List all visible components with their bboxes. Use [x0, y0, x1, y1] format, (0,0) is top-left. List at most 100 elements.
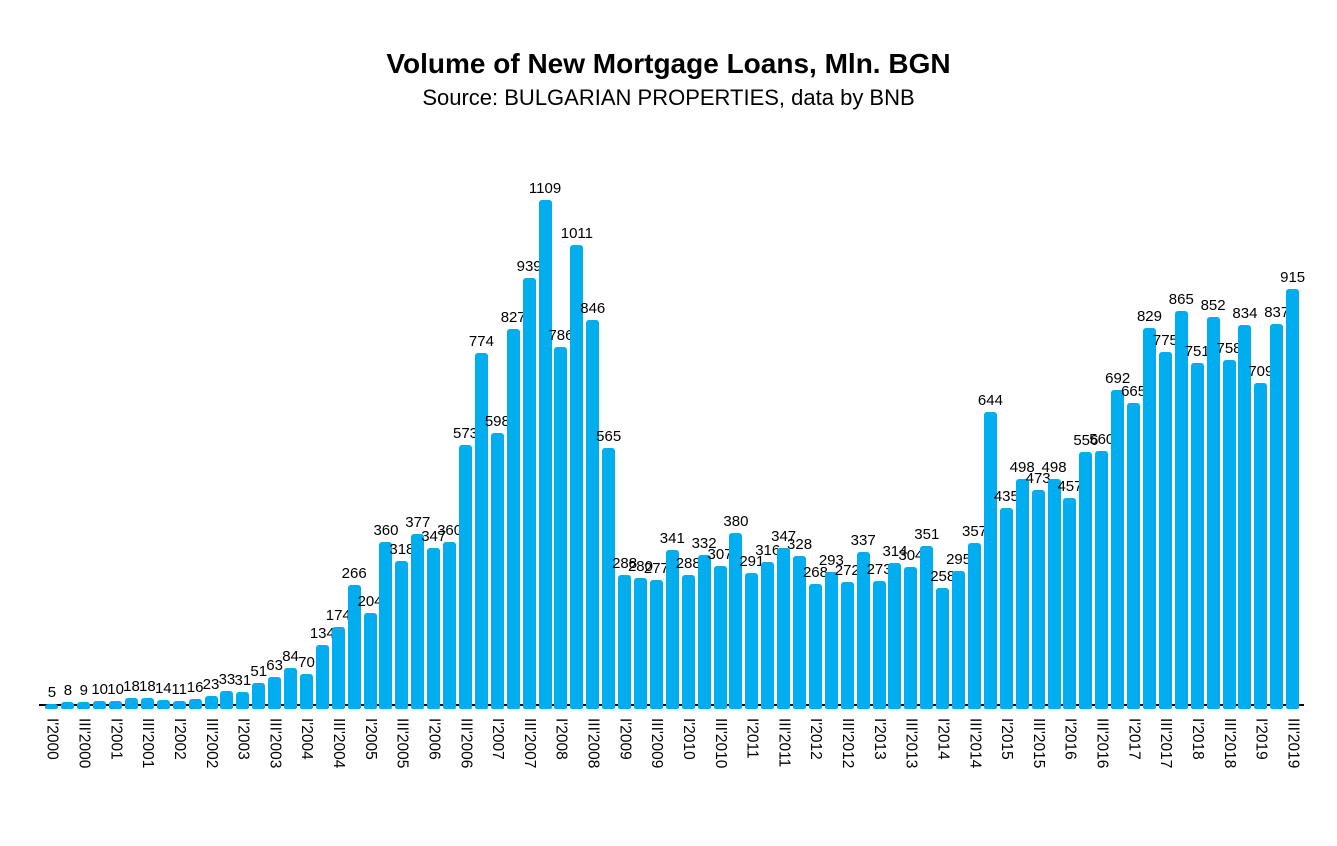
x-tick-label: III'2003	[266, 718, 284, 769]
bar-slot: 473 III'2015	[1026, 200, 1051, 768]
x-tick-label: III'2011	[775, 718, 793, 768]
bar	[729, 532, 743, 709]
bar-slot: 915 III'2019	[1280, 200, 1305, 769]
x-tick-label: III'2008	[584, 718, 602, 769]
bar-slot: 692	[1105, 200, 1130, 709]
bar	[793, 556, 807, 709]
bar	[443, 541, 457, 709]
bar	[1095, 450, 1109, 709]
bar	[124, 697, 138, 709]
bar	[808, 583, 822, 709]
bar-slot: 774	[469, 200, 494, 709]
x-tick-label: I'2016	[1061, 718, 1079, 760]
bar-slot: 834	[1232, 200, 1257, 709]
bar-value-label: 915	[1280, 268, 1306, 286]
bar	[1142, 327, 1156, 709]
bar	[1206, 317, 1220, 709]
bar	[395, 560, 409, 709]
bar-slot: 293	[819, 200, 844, 709]
bar-slot: 1011	[561, 200, 593, 709]
bar	[649, 579, 663, 709]
bar-slot: 644	[978, 200, 1003, 709]
bar-slot: 174 III'2004	[326, 200, 351, 769]
x-tick-label: I'2000	[43, 718, 61, 760]
bar	[968, 543, 982, 709]
bar-slot: 457 I'2016	[1057, 200, 1082, 760]
bar-slot: 273 I'2013	[867, 200, 892, 759]
x-tick-label: I'2014	[934, 718, 952, 760]
bar	[1079, 452, 1093, 709]
bar	[554, 347, 568, 709]
bar-slot: 9 III'2000	[76, 200, 93, 768]
bar	[45, 703, 59, 709]
bar	[474, 352, 488, 709]
x-tick-label: III'2013	[902, 718, 920, 769]
bar	[697, 554, 711, 709]
bar-slot: 360	[373, 200, 399, 709]
bar-slot: 435 I'2015	[994, 200, 1019, 760]
bar	[522, 277, 536, 709]
bar	[1270, 324, 1284, 709]
bar-slot: 204 I'2005	[358, 200, 383, 760]
bar-slot: 573 III'2006	[453, 200, 478, 769]
bar-value-label: 1109	[528, 180, 562, 197]
bar-slot: 8	[60, 200, 76, 709]
bar	[268, 677, 282, 709]
bar	[904, 567, 918, 709]
bar-slot: 357 III'2014	[962, 200, 987, 768]
bar	[77, 701, 91, 709]
bar	[1031, 490, 1045, 709]
bar-slot: 751 I'2018	[1185, 200, 1210, 759]
bar	[633, 578, 647, 709]
bar	[665, 550, 679, 709]
bar-value-label: 10	[107, 681, 124, 699]
bar-slot: 351	[914, 200, 939, 709]
x-tick-label: I'2011	[743, 718, 761, 759]
bar	[538, 200, 552, 709]
bar	[188, 698, 202, 709]
x-tick-label: III'2016	[1093, 718, 1111, 769]
chart-title: Volume of New Mortgage Loans, Mln. BGN	[386, 48, 951, 79]
bar-slot: 1109	[529, 181, 561, 709]
x-tick-label: III'2018	[1220, 718, 1238, 769]
bar-slot: 360	[437, 200, 462, 709]
bar-slot: 565	[596, 200, 621, 709]
bar	[983, 412, 997, 709]
bar-slot: 709 I'2019	[1248, 200, 1273, 760]
x-tick-label: I'2012	[807, 718, 825, 760]
x-tick-label: I'2003	[234, 718, 252, 760]
bar-slot: 758 III'2018	[1217, 200, 1242, 768]
bar	[1015, 478, 1029, 709]
bar	[1111, 390, 1125, 709]
bar	[681, 574, 695, 709]
bar-slot: 852	[1201, 200, 1226, 709]
bar	[172, 700, 186, 709]
bar-value-label: 84	[282, 647, 299, 665]
bar	[490, 433, 504, 709]
x-tick-label: I'2005	[361, 718, 379, 760]
bar	[713, 565, 727, 709]
bar	[61, 702, 75, 709]
x-tick-label: III'2007	[520, 718, 538, 769]
bar-slot: 865	[1169, 200, 1194, 709]
x-tick-label: I'2004	[298, 718, 316, 760]
bar-slot: 18	[123, 200, 140, 709]
bar-slot: 341	[660, 200, 685, 709]
bar-slot: 347 III'2011	[771, 200, 796, 768]
bar-slot: 14	[155, 200, 172, 709]
x-tick-label: I'2001	[107, 718, 125, 760]
bar	[936, 588, 950, 709]
chart-subtitle: Source: BULGARIAN PROPERTIES, data by BN…	[422, 85, 915, 110]
bar-slot: 134	[310, 200, 335, 709]
bar	[506, 328, 520, 709]
bar-value-label: 10	[91, 681, 109, 699]
x-tick-label: I'2007	[489, 718, 507, 760]
bar	[411, 534, 425, 709]
bar	[586, 320, 600, 709]
bar	[284, 667, 298, 709]
bar	[204, 695, 218, 709]
x-tick-label: III'2019	[1284, 718, 1302, 769]
bar-slot: 280	[628, 200, 653, 709]
bar-slot: 288 I'2009	[612, 200, 637, 760]
bar	[920, 545, 934, 709]
